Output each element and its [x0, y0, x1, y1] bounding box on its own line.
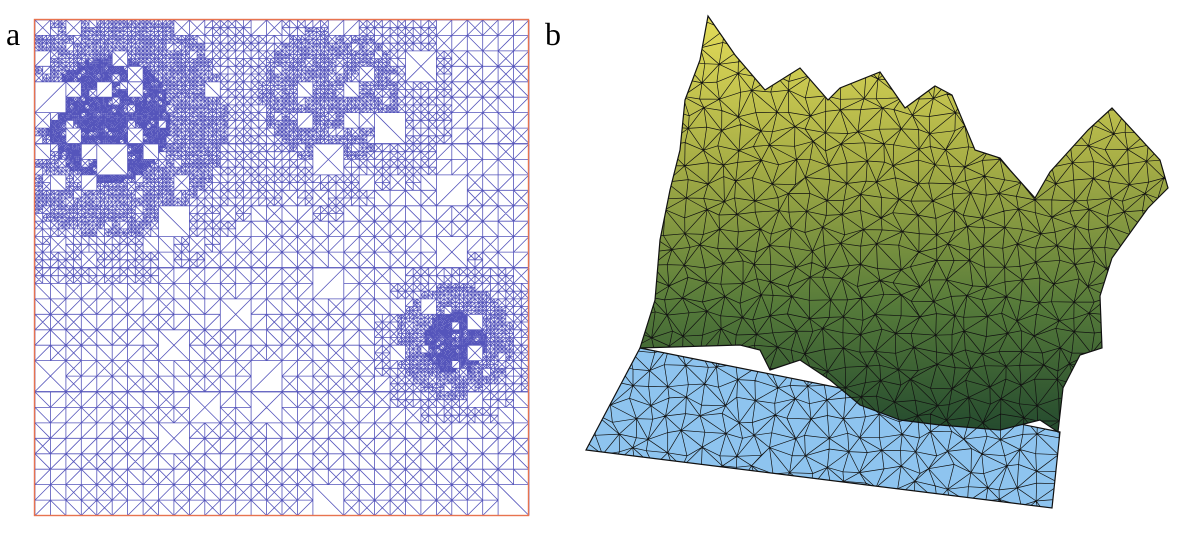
panel-a-label: a [6, 16, 21, 52]
panel-b-label: b [545, 16, 561, 52]
domain-boundary [33, 18, 530, 517]
adaptive-triangle-mesh [34, 19, 530, 516]
mesh-edges [34, 19, 530, 516]
terrain-surface [585, 14, 1169, 509]
